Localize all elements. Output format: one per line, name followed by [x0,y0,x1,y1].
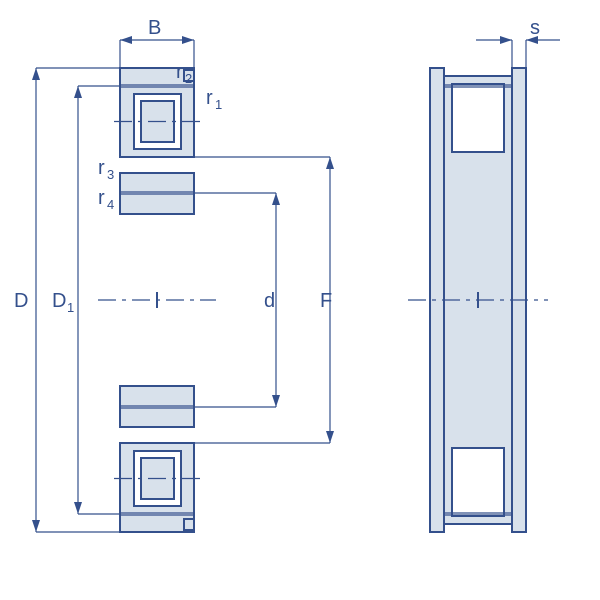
dim-arrow [74,502,82,514]
right-ring-window-bot [452,448,504,516]
dim-D1-label: D [52,290,66,312]
dim-arrow [32,68,40,80]
dim-arrow [74,86,82,98]
dim-arrow [120,36,132,44]
dim-arrow [32,520,40,532]
dim-F-label: F [320,290,332,312]
right-ring-window-top [452,84,504,152]
dim-D1-sub: 1 [67,300,74,315]
label-r2: r [176,61,183,83]
label-r1-sub: 1 [215,97,222,112]
dim-B-label: B [148,17,161,39]
label-r2-sub: 2 [185,71,192,86]
label-r1: r [206,87,213,109]
dim-arrow [272,193,280,205]
dim-arrow [326,157,334,169]
dim-D-label: D [14,290,28,312]
label-r3: r [98,157,105,179]
label-r4: r [98,187,105,209]
dim-arrow [272,395,280,407]
label-r4-sub: 4 [107,197,114,212]
dim-arrow [326,431,334,443]
outer-flange-step-bot [184,519,194,530]
label-r3-sub: 3 [107,167,114,182]
bearing-cross-section-diagram: DD1dFBsr1r2r3r4 [0,0,600,600]
dim-arrow [182,36,194,44]
dim-arrow [500,36,512,44]
dim-d-label: d [264,290,275,312]
dim-s-label: s [530,17,540,39]
